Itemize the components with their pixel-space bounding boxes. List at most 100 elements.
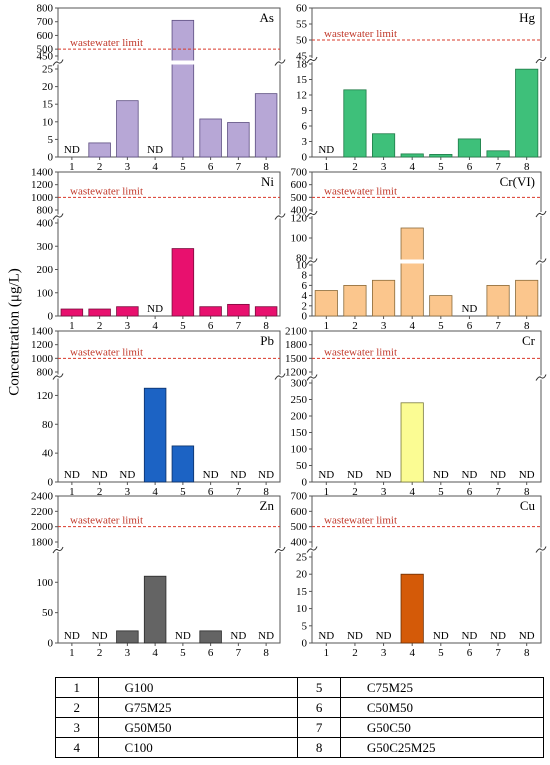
y-tick-label: 50 [296,35,308,47]
x-tick-label: 1 [69,161,75,173]
y-tick-label: 600 [291,506,308,518]
y-tick-label: 6 [302,280,308,292]
y-tick-label: 450 [37,51,54,63]
y-tick-label: 200 [37,264,54,276]
x-tick-label: 3 [381,486,387,498]
x-tick-label: 7 [236,320,242,332]
x-tick-label: 7 [495,647,501,659]
y-tick-label: 2 [302,300,308,312]
plot-frame [311,7,542,158]
bar [486,150,510,158]
x-tick-label: 8 [263,486,269,498]
y-tick-label: 8 [302,270,308,282]
x-tick-label: 5 [438,486,444,498]
x-tick-label: 5 [180,161,186,173]
y-tick-label: 800 [37,3,54,15]
y-tick-label: 15 [296,586,308,598]
bar [171,445,195,483]
y-tick-label: 1200 [31,339,54,351]
y-tick-label: 1800 [285,339,308,351]
y-tick-label: 400 [37,218,54,230]
y-tick-label: 0 [302,311,308,323]
nd-label: ND [258,469,274,481]
nd-label: ND [519,469,535,481]
x-tick-label: 8 [263,320,269,332]
nd-label: ND [461,469,477,481]
y-tick-label: 0 [48,152,54,164]
plot-frame [311,330,542,483]
bar [116,100,139,158]
y-tick-label: 400 [291,537,308,549]
x-tick-label: 8 [263,647,269,659]
x-tick-label: 4 [152,647,158,659]
y-tick-label: 15 [296,74,308,86]
y-tick-label: 500 [37,44,54,56]
axis-break-mark [306,374,318,381]
nd-label: ND [147,303,163,315]
axis-break-mark [52,373,64,380]
bar [254,93,278,158]
bar [227,303,250,317]
panel-title: Cu [520,498,536,513]
nd-label: ND [376,630,392,642]
wastewater-limit-label: wastewater limit [324,515,397,527]
legend-code: C50M50 [339,697,545,718]
nd-label: ND [64,469,80,481]
bar [88,308,111,317]
plot-frame [57,495,281,644]
axis-break-mark [52,213,64,220]
nd-label: ND [64,144,80,156]
nd-label: ND [230,469,246,481]
nd-label: ND [461,303,477,315]
x-tick-label: 7 [236,486,242,498]
y-tick-label: 2400 [31,491,54,503]
chart-panel-cu: 400 500 600 700 0 5 10 15 20 25 1 ND 2 ND 3 ND 4 5 ND 6 ND 7 N… [291,491,547,659]
x-tick-label: 8 [524,320,530,332]
x-tick-label: 6 [208,647,214,659]
legend-row: 1 G100 5 C75M25 [55,677,545,698]
y-tick-label: 55 [296,19,308,31]
y-tick-label: 50 [296,460,308,472]
axis-break-gap [52,374,286,379]
panel-title: Ni [261,174,274,189]
x-tick-label: 6 [467,486,473,498]
x-tick-label: 6 [467,320,473,332]
x-tick-label: 8 [263,161,269,173]
x-tick-label: 1 [324,486,330,498]
bar [515,68,539,158]
bar [116,630,139,644]
y-tick-label: 0 [48,311,54,323]
x-tick-label: 1 [324,320,330,332]
y-tick-label: 5 [302,620,308,632]
y-tick-label: 100 [37,287,54,299]
y-tick-label: 5 [48,134,54,146]
y-tick-label: 600 [291,179,308,191]
y-axis-label: Concentration (μg/L) [6,268,23,396]
bar [171,19,195,158]
y-tick-label: 700 [37,16,54,28]
y-tick-label: 500 [291,521,308,533]
bar [457,138,482,158]
x-tick-label: 6 [208,320,214,332]
x-tick-label: 4 [409,647,415,659]
bar [400,402,424,483]
legend-code: G50C50 [339,717,545,738]
bar [171,248,195,317]
y-tick-label: 1200 [285,367,308,379]
x-tick-label: 4 [152,320,158,332]
nd-label: ND [490,469,506,481]
x-tick-label: 1 [69,486,75,498]
x-tick-label: 4 [409,486,415,498]
axis-break-mark [535,546,547,553]
bar [88,142,111,158]
wastewater-limit-label: wastewater limit [70,515,143,527]
nd-label: ND [258,630,274,642]
axis-break-mark [52,59,64,66]
legend-num: 3 [55,717,99,738]
bar [143,575,167,644]
y-tick-label: 500 [291,192,308,204]
nd-label: ND [433,630,449,642]
bar [371,279,396,317]
x-tick-label: 6 [208,161,214,173]
wastewater-limit-label: wastewater limit [70,346,143,358]
